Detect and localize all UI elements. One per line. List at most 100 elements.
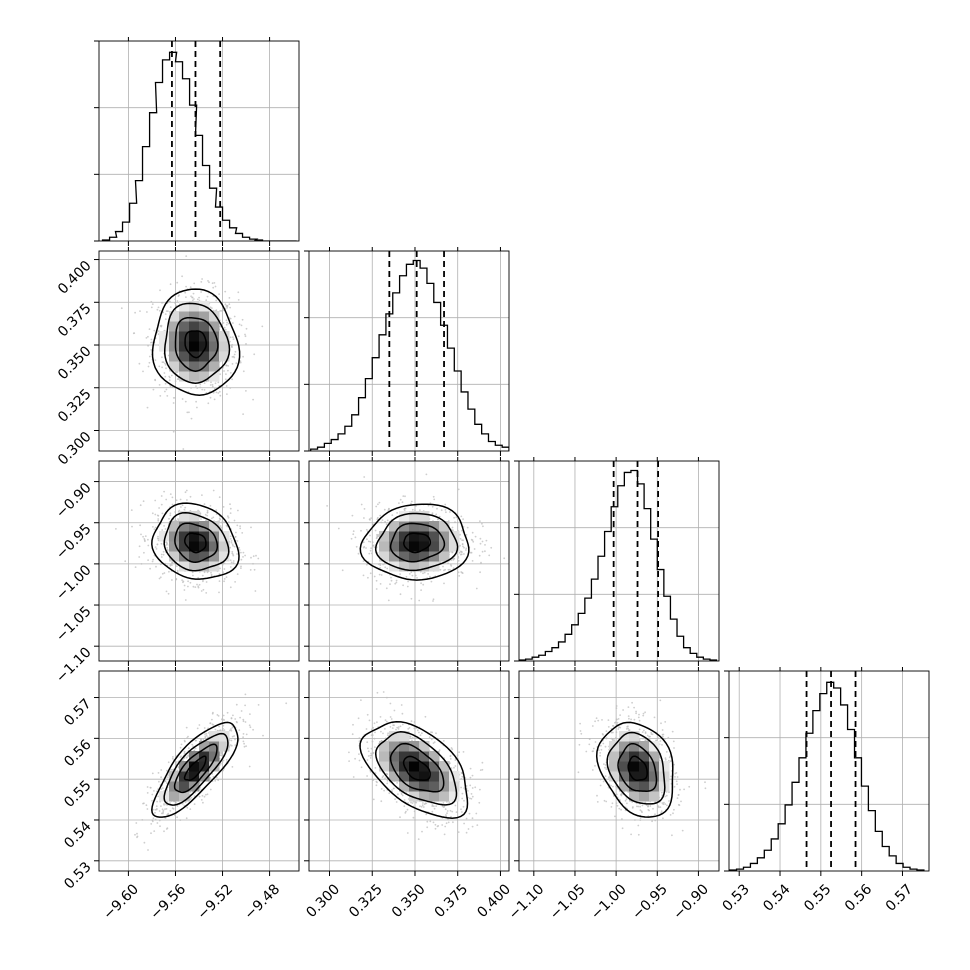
density-cell <box>179 781 190 792</box>
scatter-point <box>142 370 144 373</box>
scatter-point <box>175 761 178 763</box>
scatter-point <box>197 576 200 579</box>
scatter-point <box>222 727 224 730</box>
scatter-point <box>164 364 167 366</box>
density-cell <box>419 771 430 782</box>
scatter-point <box>230 717 233 719</box>
scatter-point <box>644 739 647 742</box>
scatter-point <box>253 568 256 571</box>
scatter-point <box>350 537 353 540</box>
density-cell <box>379 541 390 552</box>
scatter-point <box>165 590 168 593</box>
scatter-point <box>227 516 230 519</box>
scatter-point <box>404 507 407 510</box>
scatter-point <box>479 537 482 540</box>
scatter-point <box>238 729 241 732</box>
scatter-point <box>387 732 389 735</box>
scatter-point <box>444 808 447 811</box>
scatter-point <box>172 430 175 433</box>
scatter-point <box>183 584 186 587</box>
scatter-point <box>453 516 455 519</box>
scatter-point <box>160 324 163 327</box>
scatter-point <box>366 713 369 716</box>
scatter-point <box>239 527 242 530</box>
density-cell <box>449 781 460 792</box>
scatter-point <box>657 805 660 807</box>
scatter-point <box>610 806 613 808</box>
scatter-point <box>460 772 463 774</box>
scatter-point <box>445 511 447 514</box>
scatter-point <box>249 569 252 571</box>
scatter-point <box>459 537 462 540</box>
scatter-point <box>683 788 685 791</box>
scatter-point <box>446 812 448 815</box>
density-cell <box>629 761 640 772</box>
density-cell <box>179 301 190 312</box>
scatter-point <box>462 539 465 542</box>
scatter-point <box>352 776 355 778</box>
scatter-point <box>185 817 188 820</box>
scatter-point <box>379 716 382 718</box>
scatter-point <box>432 805 435 808</box>
density-cell <box>439 531 450 542</box>
scatter-point <box>490 546 493 549</box>
density-cell <box>199 561 210 572</box>
density-cell <box>429 751 440 762</box>
scatter-point <box>174 302 177 304</box>
scatter-point <box>458 575 461 577</box>
scatter-point <box>138 362 141 365</box>
scatter-point <box>203 727 206 729</box>
scatter-point <box>194 586 197 588</box>
scatter-point <box>394 582 397 585</box>
scatter-point <box>204 736 207 739</box>
scatter-point <box>478 554 481 557</box>
scatter-point <box>354 757 356 760</box>
scatter-point <box>171 807 174 810</box>
scatter-point <box>639 809 642 812</box>
scatter-point <box>174 814 177 817</box>
hist-area <box>99 41 299 241</box>
scatter-point <box>471 774 474 777</box>
scatter-point <box>139 524 142 527</box>
x-tick-label: 0.57 <box>883 881 916 914</box>
scatter-point <box>638 713 640 716</box>
scatter-point <box>165 367 167 370</box>
scatter-point <box>223 562 226 565</box>
scatter-point <box>243 745 246 748</box>
scatter-point <box>380 788 383 790</box>
scatter-point <box>229 503 231 506</box>
scatter-point <box>169 514 172 517</box>
scatter-point <box>217 392 220 394</box>
scatter-point <box>231 550 234 553</box>
scatter-point <box>673 763 675 766</box>
scatter-point <box>371 755 373 757</box>
scatter-point <box>651 820 653 823</box>
scatter-point <box>187 580 190 583</box>
scatter-point <box>242 556 244 558</box>
scatter-point <box>395 801 398 803</box>
scatter-point <box>373 575 376 578</box>
scatter-point <box>616 721 619 724</box>
scatter-point <box>222 769 225 772</box>
scatter-point <box>162 550 165 553</box>
scatter-point <box>463 546 465 549</box>
scatter-point <box>235 703 238 706</box>
scatter-point <box>664 757 667 760</box>
contour-line-3 <box>359 720 469 819</box>
scatter-point <box>678 804 681 807</box>
scatter-point <box>150 823 153 825</box>
scatter-point <box>248 724 251 727</box>
scatter-point <box>229 546 232 549</box>
scatter-point <box>193 803 196 805</box>
scatter-point <box>225 319 228 322</box>
scatter-point <box>395 579 398 582</box>
contour-line-2 <box>374 512 459 572</box>
scatter-point <box>130 509 133 511</box>
scatter-point <box>481 550 484 553</box>
panel-frame <box>728 670 930 872</box>
density-cell <box>439 761 450 772</box>
scatter-point <box>410 502 412 505</box>
scatter-point <box>673 747 675 749</box>
scatter-point <box>420 589 422 591</box>
scatter-point <box>169 306 172 308</box>
